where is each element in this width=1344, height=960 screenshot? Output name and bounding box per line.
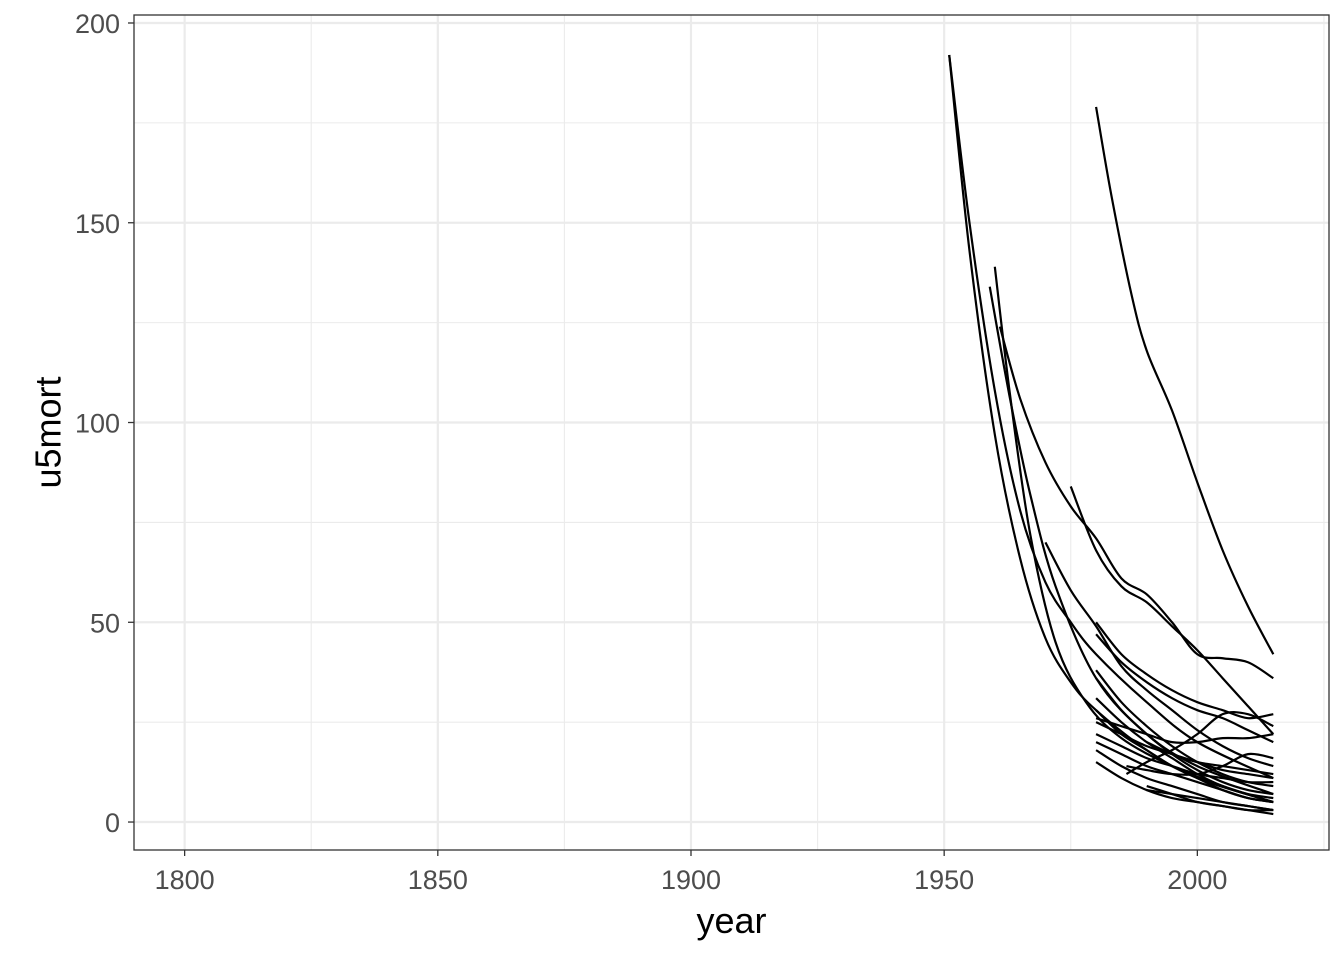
series-layer: [948, 54, 1275, 816]
y-tick-label: 0: [105, 808, 120, 838]
y-axis-title: u5mort: [28, 376, 69, 488]
panel-background: [134, 15, 1329, 850]
series-line-10: [1095, 621, 1274, 720]
series-line-25: [1146, 741, 1274, 776]
series-line-22: [1126, 752, 1274, 776]
panel-border: [133, 14, 1330, 851]
series-line-7: [1094, 106, 1275, 655]
series-line-4: [948, 54, 1274, 780]
series-line-17: [1095, 733, 1274, 784]
y-axis: 0 50 100 150 200: [75, 9, 134, 838]
series-line-21: [1125, 711, 1274, 776]
series-line-18: [1095, 741, 1274, 804]
y-tick-label: 50: [90, 608, 120, 638]
y-tick-label: 150: [75, 209, 120, 239]
x-tick-label: 1800: [155, 865, 215, 895]
series-line-5: [998, 326, 1274, 680]
x-tick-label: 1950: [914, 865, 974, 895]
series-line-12: [1095, 677, 1274, 796]
plot-area: [133, 14, 1330, 851]
x-tick-label: 1850: [408, 865, 468, 895]
x-axis-title: year: [696, 900, 766, 941]
series-line-13: [1095, 697, 1274, 800]
x-axis: 1800 1850 1900 1950 2000: [155, 850, 1227, 895]
y-tick-label: 200: [75, 9, 120, 39]
series-line-8: [1044, 541, 1274, 768]
minor-gridlines: [134, 15, 1329, 850]
x-tick-label: 2000: [1167, 865, 1227, 895]
series-line-9: [1095, 633, 1274, 744]
series-line-24: [1146, 785, 1274, 816]
y-tick-label: 100: [75, 409, 120, 439]
major-gridlines: [134, 15, 1329, 850]
series-line-6: [1069, 486, 1275, 735]
x-tick-label: 1900: [661, 865, 721, 895]
